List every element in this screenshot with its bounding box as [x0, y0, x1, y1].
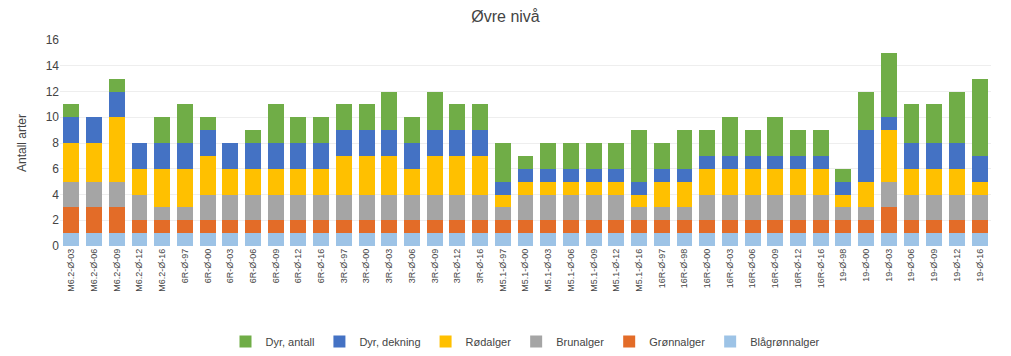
svg-text:19-Ø-00: 19-Ø-00 — [861, 249, 871, 282]
svg-text:2: 2 — [52, 213, 59, 227]
svg-text:3R-Ø-12: 3R-Ø-12 — [452, 249, 462, 284]
svg-text:3R-Ø-09: 3R-Ø-09 — [430, 249, 440, 284]
svg-text:16R-Ø-12: 16R-Ø-12 — [793, 249, 803, 289]
svg-text:6R-Ø-00: 6R-Ø-00 — [203, 249, 213, 284]
svg-text:6R-Ø-09: 6R-Ø-09 — [271, 249, 281, 284]
svg-text:16R-Ø-06: 16R-Ø-06 — [747, 249, 757, 289]
svg-text:Brunalger: Brunalger — [556, 336, 604, 348]
svg-text:16R-Ø-16: 16R-Ø-16 — [816, 249, 826, 289]
svg-text:M5.1-Ø-97: M5.1-Ø-97 — [498, 249, 508, 292]
svg-text:16R-Ø-97: 16R-Ø-97 — [657, 249, 667, 289]
svg-text:M6.2-Ø-09: M6.2-Ø-09 — [112, 249, 122, 292]
svg-text:M6.2-Ø-16: M6.2-Ø-16 — [157, 249, 167, 292]
svg-text:0: 0 — [52, 239, 59, 253]
svg-text:6R-Ø-03: 6R-Ø-03 — [225, 249, 235, 284]
svg-text:M5.1-Ø-12: M5.1-Ø-12 — [611, 249, 621, 292]
svg-text:16R-Ø-03: 16R-Ø-03 — [725, 249, 735, 289]
svg-text:M6.2-Ø-06: M6.2-Ø-06 — [89, 249, 99, 292]
svg-text:Dyr, dekning: Dyr, dekning — [359, 336, 420, 348]
svg-text:Dyr, antall: Dyr, antall — [266, 336, 315, 348]
svg-text:10: 10 — [46, 110, 60, 124]
svg-text:6R-Ø-16: 6R-Ø-16 — [316, 249, 326, 284]
svg-text:14: 14 — [46, 59, 60, 73]
svg-text:8: 8 — [52, 136, 59, 150]
svg-text:16R-Ø-00: 16R-Ø-00 — [702, 249, 712, 289]
svg-text:19-Ø-03: 19-Ø-03 — [884, 249, 894, 282]
svg-text:Øvre nivå: Øvre nivå — [471, 8, 540, 25]
svg-text:16: 16 — [46, 33, 60, 47]
svg-text:3R-Ø-03: 3R-Ø-03 — [384, 249, 394, 284]
svg-text:4: 4 — [52, 188, 59, 202]
svg-text:Grønnalger: Grønnalger — [649, 336, 705, 348]
svg-text:16R-Ø-09: 16R-Ø-09 — [770, 249, 780, 289]
svg-text:Blågrønnalger: Blågrønnalger — [750, 336, 819, 348]
svg-text:3R-Ø-97: 3R-Ø-97 — [339, 249, 349, 284]
svg-text:M5.1-Ø-03: M5.1-Ø-03 — [543, 249, 553, 292]
svg-text:19-Ø-12: 19-Ø-12 — [952, 249, 962, 282]
svg-text:6: 6 — [52, 162, 59, 176]
svg-text:3R-Ø-16: 3R-Ø-16 — [475, 249, 485, 284]
svg-text:19-Ø-06: 19-Ø-06 — [906, 249, 916, 282]
svg-text:12: 12 — [46, 85, 60, 99]
svg-text:16R-Ø-98: 16R-Ø-98 — [679, 249, 689, 289]
svg-text:Rødalger: Rødalger — [466, 336, 512, 348]
svg-text:19-Ø-98: 19-Ø-98 — [838, 249, 848, 282]
svg-text:M5.1-Ø-09: M5.1-Ø-09 — [589, 249, 599, 292]
svg-text:3R-Ø-00: 3R-Ø-00 — [361, 249, 371, 284]
svg-text:19-Ø-09: 19-Ø-09 — [929, 249, 939, 282]
svg-text:6R-Ø-12: 6R-Ø-12 — [293, 249, 303, 284]
svg-text:M5.1-Ø-16: M5.1-Ø-16 — [634, 249, 644, 292]
svg-text:M5.1-Ø-00: M5.1-Ø-00 — [520, 249, 530, 292]
svg-text:M6.2-Ø-12: M6.2-Ø-12 — [134, 249, 144, 292]
svg-text:6R-Ø-97: 6R-Ø-97 — [180, 249, 190, 284]
svg-text:6R-Ø-06: 6R-Ø-06 — [248, 249, 258, 284]
svg-text:M6.2-Ø-03: M6.2-Ø-03 — [66, 249, 76, 292]
svg-text:Antall arter: Antall arter — [15, 114, 29, 172]
svg-text:M5.1-Ø-06: M5.1-Ø-06 — [566, 249, 576, 292]
svg-text:3R-Ø-06: 3R-Ø-06 — [407, 249, 417, 284]
svg-text:19-Ø-16: 19-Ø-16 — [975, 249, 985, 282]
